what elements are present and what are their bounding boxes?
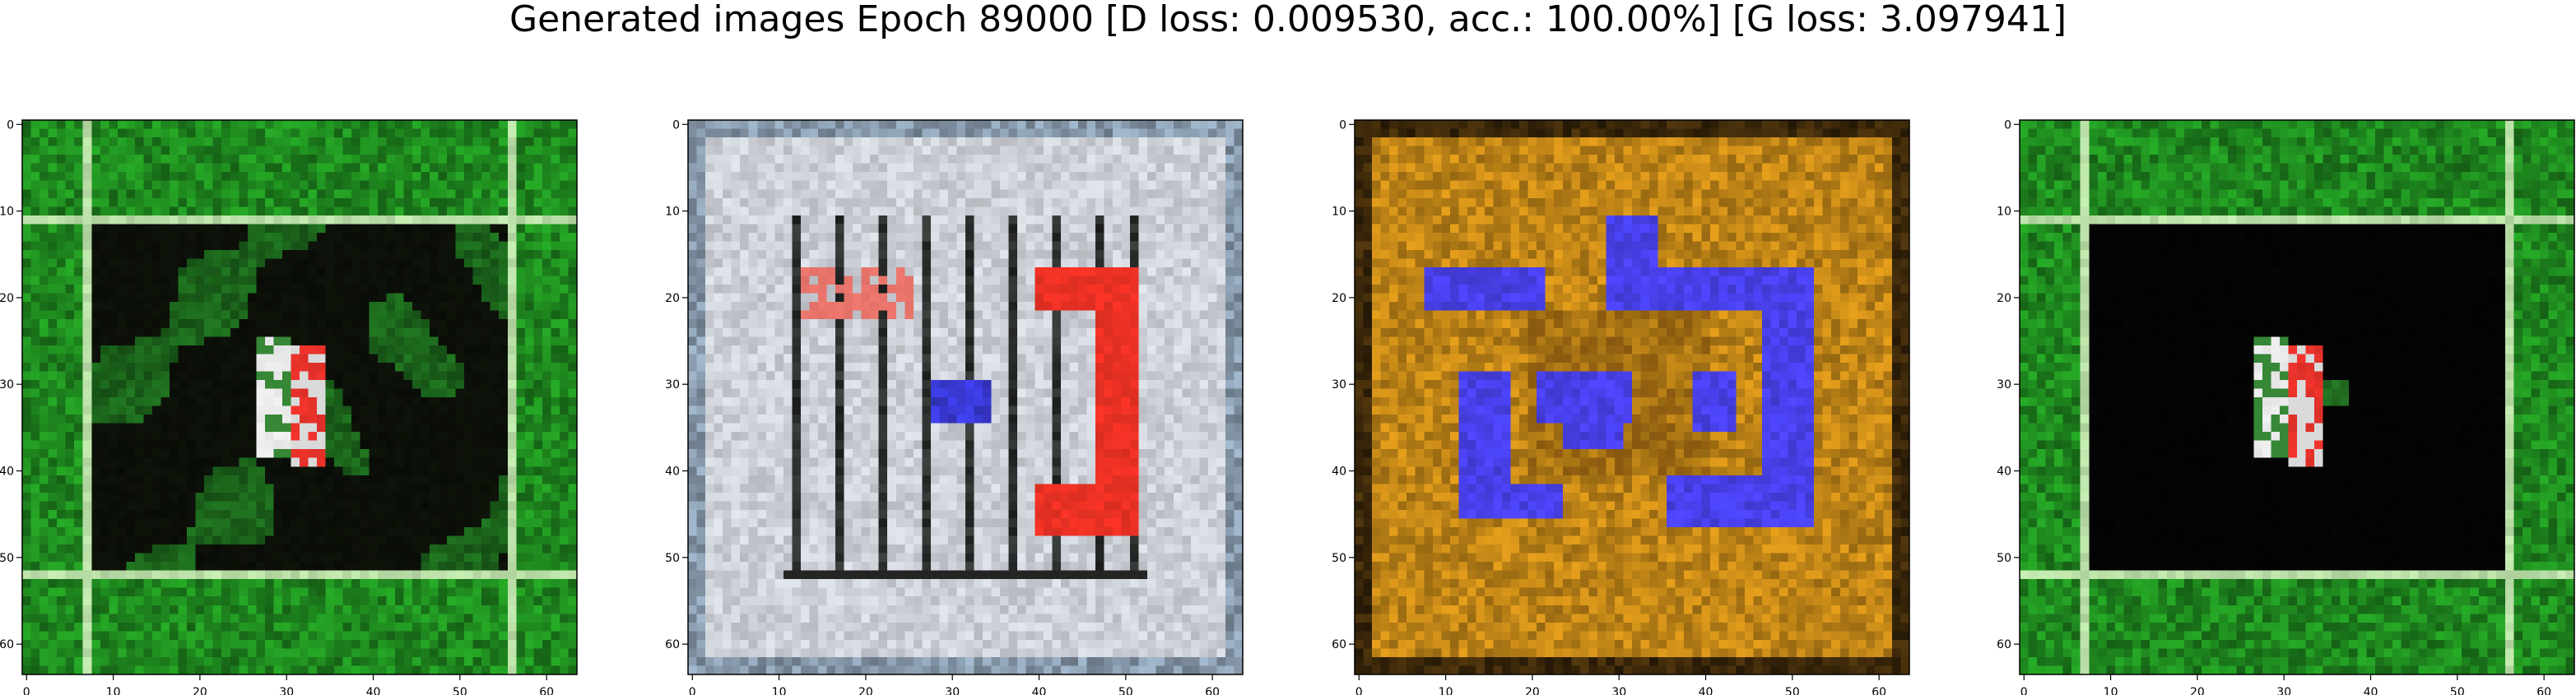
x-tick-label: 60: [539, 686, 554, 695]
y-tick-label: 0: [2004, 118, 2011, 132]
x-tick-label: 0: [23, 686, 30, 695]
x-tick-label: 60: [2536, 686, 2551, 695]
x-tick-label: 40: [1032, 686, 1047, 695]
axes-frame: [1354, 119, 1910, 675]
y-tick-label: 20: [665, 292, 680, 305]
y-tick-label: 20: [1332, 292, 1346, 305]
x-tick-label: 20: [858, 686, 873, 695]
x-tick-label: 30: [1611, 686, 1626, 695]
image-panel-3: 0 10 20 30 40 50 60 0 10 20 30 40 50 60: [1332, 118, 1910, 695]
y-tick-label: 30: [0, 378, 14, 392]
figure-title: Generated images Epoch 89000 [D loss: 0.…: [509, 0, 2067, 40]
x-tick-label: 0: [2020, 686, 2028, 695]
y-tick-label: 10: [1997, 206, 2011, 219]
generated-image-4: [2020, 120, 2575, 675]
y-tick-label: 50: [1332, 552, 1346, 565]
x-tick-label: 50: [453, 686, 467, 695]
y-tick-label: 20: [1997, 292, 2011, 305]
axes-frame: [687, 119, 1244, 675]
y-tick-label: 30: [1997, 378, 2011, 392]
x-tick-label: 60: [1205, 686, 1220, 695]
y-tick-label: 20: [0, 292, 14, 305]
y-tick-label: 50: [1997, 552, 2011, 565]
x-tick-label: 50: [1785, 686, 1800, 695]
generated-image-2: [688, 120, 1244, 675]
y-tick-label: 60: [1332, 638, 1346, 651]
x-tick-label: 40: [2364, 686, 2378, 695]
x-tick-label: 10: [2104, 686, 2118, 695]
x-tick-label: 40: [366, 686, 381, 695]
x-tick-label: 10: [106, 686, 121, 695]
y-tick-label: 10: [1332, 206, 1346, 219]
x-tick-label: 0: [1355, 686, 1363, 695]
y-tick-label: 40: [665, 466, 680, 479]
x-tick-label: 20: [193, 686, 207, 695]
y-tick-label: 40: [1332, 466, 1346, 479]
x-tick-label: 10: [1439, 686, 1453, 695]
y-tick-label: 0: [7, 118, 14, 132]
x-tick-label: 30: [279, 686, 294, 695]
y-tick-label: 60: [665, 638, 680, 651]
axes-frame: [21, 119, 578, 675]
y-tick-label: 30: [665, 378, 680, 392]
x-tick-label: 20: [2190, 686, 2205, 695]
y-tick-label: 40: [0, 466, 14, 479]
y-tick-label: 60: [1997, 638, 2011, 651]
x-tick-label: 30: [945, 686, 960, 695]
x-tick-label: 50: [2450, 686, 2465, 695]
y-tick-label: 0: [672, 118, 680, 132]
generated-image-3: [1355, 120, 1910, 675]
y-tick-label: 60: [0, 638, 14, 651]
x-tick-label: 10: [772, 686, 787, 695]
y-tick-label: 0: [1339, 118, 1346, 132]
y-tick-label: 30: [1332, 378, 1346, 392]
y-tick-label: 10: [0, 206, 14, 219]
x-tick-label: 30: [2276, 686, 2291, 695]
x-tick-label: 60: [1872, 686, 1886, 695]
y-tick-label: 10: [665, 206, 680, 219]
x-tick-label: 40: [1699, 686, 1713, 695]
x-tick-label: 50: [1118, 686, 1133, 695]
y-tick-label: 50: [665, 552, 680, 565]
image-panel-2: 0 10 20 30 40 50 60 0 10 20 30 40 50 60: [665, 118, 1244, 695]
x-tick-label: 20: [1525, 686, 1540, 695]
generated-image-1: [22, 120, 578, 675]
image-panel-4: 0 10 20 30 40 50 60 0 10 20 30 40 50 60: [1997, 118, 2575, 695]
axes-frame: [2019, 119, 2575, 675]
y-tick-label: 50: [0, 552, 14, 565]
y-tick-label: 40: [1997, 466, 2011, 479]
image-panel-1: 0 10 20 30 40 50 60 0 10 20 30 40 50 60: [0, 118, 578, 695]
x-tick-label: 0: [689, 686, 696, 695]
